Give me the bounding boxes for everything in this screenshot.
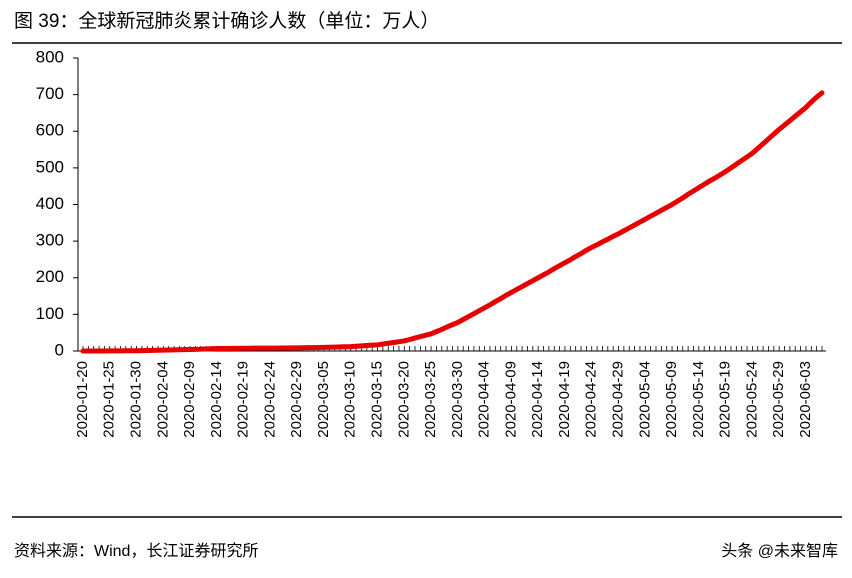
- x-tick-label: 2020-05-19: [717, 361, 734, 438]
- x-tick-label: 2020-01-20: [74, 361, 91, 438]
- x-tick-label: 2020-04-19: [556, 361, 573, 438]
- x-tick-label: 2020-03-30: [449, 361, 466, 438]
- source: 资料来源：Wind，长江证券研究所: [14, 542, 258, 560]
- x-tick-label: 2020-03-15: [368, 361, 385, 438]
- y-tick-label: 0: [55, 340, 64, 359]
- x-tick-label: 2020-02-19: [235, 361, 252, 438]
- x-tick-label: 2020-05-04: [636, 361, 653, 438]
- watermark: 头条 @未来智库: [721, 542, 838, 560]
- x-tick-label: 2020-02-29: [288, 361, 305, 438]
- x-tick-label: 2020-03-10: [342, 361, 359, 438]
- x-tick-label: 2020-05-14: [690, 361, 707, 438]
- x-tick-label: 2020-02-09: [181, 361, 198, 438]
- y-tick-label: 800: [36, 47, 64, 66]
- x-tick-label: 2020-04-04: [476, 361, 493, 438]
- y-tick-label: 700: [36, 84, 64, 103]
- x-tick-label: 2020-02-14: [208, 361, 225, 438]
- x-tick-label: 2020-03-05: [315, 361, 332, 438]
- x-tick-label: 2020-03-25: [422, 361, 439, 438]
- x-tick-label: 2020-05-29: [770, 361, 787, 438]
- x-tick-label: 2020-03-20: [395, 361, 412, 438]
- x-tick-label: 2020-05-09: [663, 361, 680, 438]
- x-tick-label: 2020-05-24: [743, 361, 760, 438]
- y-tick-label: 300: [36, 231, 64, 250]
- y-tick-label: 400: [36, 194, 64, 213]
- chart-title: 图 39：全球新冠肺炎累计确诊人数（单位：万人）: [14, 10, 439, 32]
- series-line: [80, 90, 825, 354]
- x-tick-label: 2020-04-09: [502, 361, 519, 438]
- x-tick-label: 2020-04-29: [609, 361, 626, 438]
- y-tick-label: 600: [36, 121, 64, 140]
- y-tick-label: 200: [36, 267, 64, 286]
- y-tick-label: 500: [36, 157, 64, 176]
- y-tick-label: 100: [36, 304, 64, 323]
- x-tick-label: 2020-02-24: [261, 361, 278, 438]
- x-tick-label: 2020-01-25: [101, 361, 118, 438]
- x-tick-label: 2020-02-04: [154, 361, 171, 438]
- x-tick-label: 2020-04-24: [583, 361, 600, 438]
- x-tick-label: 2020-04-14: [529, 361, 546, 438]
- x-tick-label: 2020-06-03: [797, 361, 814, 438]
- x-tick-label: 2020-01-30: [128, 361, 145, 438]
